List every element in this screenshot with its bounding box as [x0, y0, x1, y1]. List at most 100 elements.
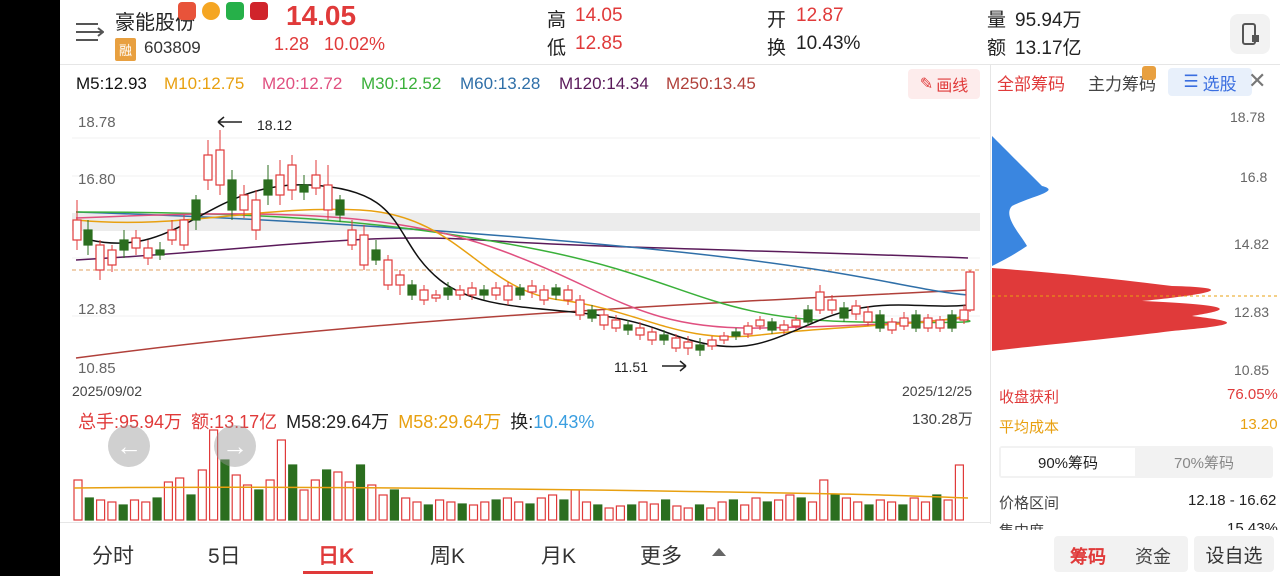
margin-badge: 融 — [115, 38, 137, 61]
ma250-label: M250:13.45 — [666, 74, 756, 93]
volume-bar — [242, 484, 253, 521]
ma-line — [75, 289, 969, 359]
price-change: 1.28 — [274, 34, 310, 54]
weibo-red-icon[interactable] — [250, 2, 268, 20]
seg-70[interactable]: 70%筹码 — [1173, 454, 1235, 472]
high-value: 14.05 — [575, 5, 623, 26]
candle-body — [143, 247, 153, 259]
volume-bar — [276, 439, 286, 521]
volume-chart — [73, 429, 969, 521]
volume-bar — [638, 501, 648, 521]
stock-name: 豪能股份 — [115, 12, 195, 34]
prev-arrow-button[interactable]: ← — [108, 425, 150, 467]
candle-body — [611, 319, 621, 329]
funds-button[interactable]: 资金 — [1135, 547, 1171, 567]
volume-bar — [548, 494, 558, 521]
draw-line-label: 画线 — [936, 78, 969, 95]
panel-divider — [990, 64, 991, 524]
landscape-toggle-icon[interactable] — [1230, 14, 1270, 54]
candle-body — [179, 219, 189, 246]
volume-bar — [73, 479, 83, 521]
tab-daily[interactable]: 日K — [318, 545, 355, 568]
volume-bar — [231, 474, 241, 521]
share-app-icon[interactable] — [178, 2, 196, 20]
profit-value: 76.05% — [1227, 386, 1278, 403]
wechat-icon[interactable] — [226, 2, 244, 20]
candle-body — [72, 219, 82, 241]
y-axis-label: 18.78 — [78, 114, 116, 131]
close-icon[interactable]: ✕ — [1248, 68, 1267, 93]
vol-turnover-label: 换: — [510, 412, 534, 432]
volume-bar — [909, 497, 919, 521]
volume-max: 130.28万 — [912, 411, 973, 428]
tab-all-chips[interactable]: 全部筹码 — [997, 75, 1065, 94]
volume-bar — [310, 479, 320, 521]
tab-5day[interactable]: 5日 — [208, 545, 241, 568]
seg-90[interactable]: 90%筹码 — [1001, 448, 1135, 476]
candle-body — [239, 194, 249, 211]
volume-bar — [446, 501, 456, 521]
candle-body — [959, 309, 969, 321]
chip-blue-area — [992, 136, 1049, 266]
volume-bar — [468, 504, 479, 521]
volume-bar — [875, 499, 885, 521]
volume-bar — [943, 499, 953, 521]
volume-bar — [920, 501, 931, 521]
candle-body — [311, 174, 321, 189]
arrow-right-annotation — [662, 360, 687, 372]
volume-bar — [95, 499, 106, 521]
turnover-label: 换 — [767, 38, 787, 59]
end-date: 2025/12/25 — [902, 383, 973, 399]
ma5-label: M5:12.93 — [76, 74, 147, 93]
lock-badge-icon — [1142, 66, 1156, 80]
stock-picker-button[interactable]: ☰ 选股 — [1168, 68, 1252, 96]
tab-main-chips[interactable]: 主力筹码 — [1088, 75, 1156, 94]
candle-body — [419, 289, 429, 301]
weibo-icon[interactable] — [202, 2, 220, 20]
share-icons[interactable] — [178, 2, 268, 20]
tab-weekly[interactable]: 周K — [430, 545, 466, 568]
next-arrow-button[interactable]: → — [214, 425, 256, 467]
concentration-value: 15.43% — [1227, 520, 1278, 530]
candle-body — [671, 337, 681, 349]
chip-red-area — [992, 268, 1227, 351]
volume-bar — [751, 497, 761, 521]
ma-line — [75, 211, 971, 324]
candle-body — [227, 179, 237, 211]
candle-body — [887, 321, 897, 331]
volume-bar — [604, 507, 614, 521]
candlestick-chart[interactable] — [60, 100, 990, 385]
chip-axis-label: 18.78 — [1230, 109, 1266, 125]
candle-body — [275, 174, 285, 196]
candle-body — [863, 311, 873, 323]
add-watchlist-button[interactable]: 设自选 — [1194, 536, 1274, 572]
candle-body — [287, 164, 297, 191]
volume-bar — [830, 494, 840, 521]
tab-monthly[interactable]: 月K — [541, 545, 577, 568]
volume-bar — [344, 481, 354, 521]
high-annotation: 18.12 — [257, 117, 293, 133]
volume-bar — [864, 504, 874, 521]
resistance-band — [72, 213, 980, 231]
draw-line-button[interactable]: ✎ 画线 — [908, 69, 980, 99]
menu-icon[interactable] — [76, 20, 105, 44]
bottom-right-bar: 筹码 资金 — [1054, 536, 1188, 572]
tab-minute[interactable]: 分时 — [92, 545, 134, 568]
m58-a: M58:29.64万 — [286, 412, 390, 432]
candle-body — [695, 344, 705, 351]
ma-line — [75, 211, 969, 296]
candle-body — [623, 324, 633, 331]
chip-distribution-chart — [992, 136, 1280, 351]
candle-body — [635, 327, 645, 336]
range-value: 12.18 - 16.62 — [1188, 492, 1277, 509]
candle-body — [875, 314, 885, 329]
caret-up-icon[interactable] — [712, 548, 726, 556]
volume-bar — [299, 489, 309, 521]
volume-bar — [389, 489, 399, 521]
candle-body — [935, 319, 945, 329]
tab-more[interactable]: 更多 — [640, 545, 682, 568]
volume-bar — [220, 459, 230, 521]
volume-bar — [660, 499, 671, 521]
chips-button[interactable]: 筹码 — [1070, 547, 1106, 567]
pencil-icon: ✎ — [919, 76, 934, 93]
